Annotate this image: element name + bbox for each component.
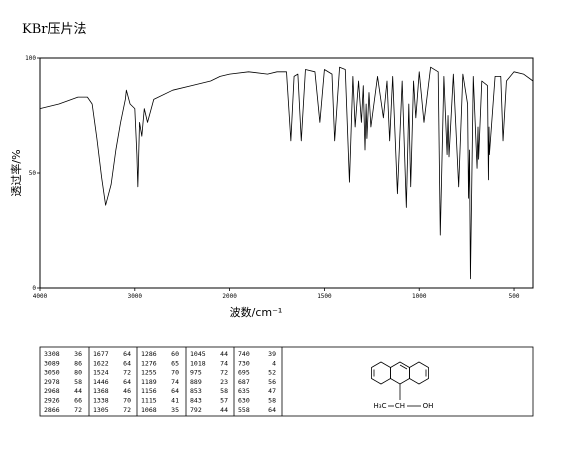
table-wavenumber: 1524: [93, 369, 109, 377]
y-tick-label: 50: [29, 170, 37, 177]
table-transmittance: 4: [272, 359, 276, 367]
table-wavenumber: 730: [238, 359, 250, 367]
x-tick-label: 1000: [412, 293, 427, 300]
table-transmittance: 44: [74, 387, 82, 395]
table-wavenumber: 1305: [93, 406, 109, 414]
table-wavenumber: 1286: [141, 350, 157, 358]
table-transmittance: 36: [74, 350, 82, 358]
table-transmittance: 64: [123, 378, 131, 386]
table-transmittance: 86: [74, 359, 82, 367]
table-transmittance: 44: [220, 406, 228, 414]
table-transmittance: 72: [220, 369, 228, 377]
table-wavenumber: 740: [238, 350, 250, 358]
x-tick-label: 3000: [128, 293, 143, 300]
x-tick-label: 1500: [317, 293, 332, 300]
table-transmittance: 64: [123, 359, 131, 367]
table-wavenumber: 1156: [141, 387, 157, 395]
table-wavenumber: 1622: [93, 359, 109, 367]
table-transmittance: 58: [220, 387, 228, 395]
table-wavenumber: 3089: [44, 359, 60, 367]
x-tick-label: 4000: [33, 293, 48, 300]
structure: [371, 361, 429, 407]
table-wavenumber: 889: [190, 378, 202, 386]
atom-label: CH: [395, 402, 405, 410]
table-wavenumber: 1368: [93, 387, 109, 395]
table-transmittance: 80: [74, 369, 82, 377]
table-wavenumber: 635: [238, 387, 250, 395]
page-title: KBr压片法: [22, 22, 86, 37]
table-transmittance: 64: [268, 406, 276, 414]
table-wavenumber: 687: [238, 378, 250, 386]
table-wavenumber: 1189: [141, 378, 157, 386]
table-transmittance: 44: [220, 350, 228, 358]
table-transmittance: 70: [123, 397, 131, 405]
x-tick-label: 2000: [222, 293, 237, 300]
table-transmittance: 64: [171, 387, 179, 395]
table-wavenumber: 1276: [141, 359, 157, 367]
table-transmittance: 60: [171, 350, 179, 358]
table-transmittance: 23: [220, 378, 228, 386]
y-tick-label: 100: [25, 55, 36, 62]
table-transmittance: 74: [220, 359, 228, 367]
table-transmittance: 74: [171, 378, 179, 386]
table-transmittance: 47: [268, 387, 276, 395]
table-transmittance: 52: [268, 369, 276, 377]
table-transmittance: 58: [268, 397, 276, 405]
table-transmittance: 41: [171, 397, 179, 405]
atom-label: H₃C: [374, 402, 387, 410]
table-wavenumber: 3308: [44, 350, 60, 358]
table-wavenumber: 3050: [44, 369, 60, 377]
table-frame: [39, 346, 534, 417]
table-transmittance: 57: [220, 397, 228, 405]
table-transmittance: 72: [123, 406, 131, 414]
y-axis-label: 透过率/%: [9, 149, 23, 196]
x-tick-label: 500: [509, 293, 520, 300]
table-wavenumber: 1068: [141, 406, 157, 414]
table-wavenumber: 2926: [44, 397, 60, 405]
table-transmittance: 56: [268, 378, 276, 386]
table-transmittance: 58: [74, 378, 82, 386]
table-wavenumber: 1018: [190, 359, 206, 367]
table-transmittance: 65: [171, 359, 179, 367]
table-wavenumber: 2968: [44, 387, 60, 395]
table-wavenumber: 695: [238, 369, 250, 377]
table-wavenumber: 792: [190, 406, 202, 414]
table-transmittance: 66: [74, 397, 82, 405]
double-bond: [399, 364, 408, 370]
atom-label: OH: [423, 402, 434, 410]
spectrum-line: [39, 66, 534, 280]
table-transmittance: 72: [123, 369, 131, 377]
x-axis-label: 波数/cm⁻¹: [230, 306, 283, 319]
table-wavenumber: 975: [190, 369, 202, 377]
ring: [409, 361, 429, 385]
table-transmittance: 72: [74, 406, 82, 414]
table-wavenumber: 1115: [141, 397, 157, 405]
table-wavenumber: 630: [238, 397, 250, 405]
table-wavenumber: 853: [190, 387, 202, 395]
table-wavenumber: 2978: [44, 378, 60, 386]
table-wavenumber: 1255: [141, 369, 157, 377]
table-wavenumber: 1677: [93, 350, 109, 358]
table-wavenumber: 2866: [44, 406, 60, 414]
table-wavenumber: 1446: [93, 378, 109, 386]
y-tick-label: 0: [32, 285, 36, 292]
table-wavenumber: 843: [190, 397, 202, 405]
table-wavenumber: 1338: [93, 397, 109, 405]
table-wavenumber: 1045: [190, 350, 206, 358]
table-transmittance: 39: [268, 350, 276, 358]
table-wavenumber: 558: [238, 406, 250, 414]
table-transmittance: 35: [171, 406, 179, 414]
table-transmittance: 70: [171, 369, 179, 377]
table-transmittance: 64: [123, 350, 131, 358]
table-transmittance: 46: [123, 387, 131, 395]
